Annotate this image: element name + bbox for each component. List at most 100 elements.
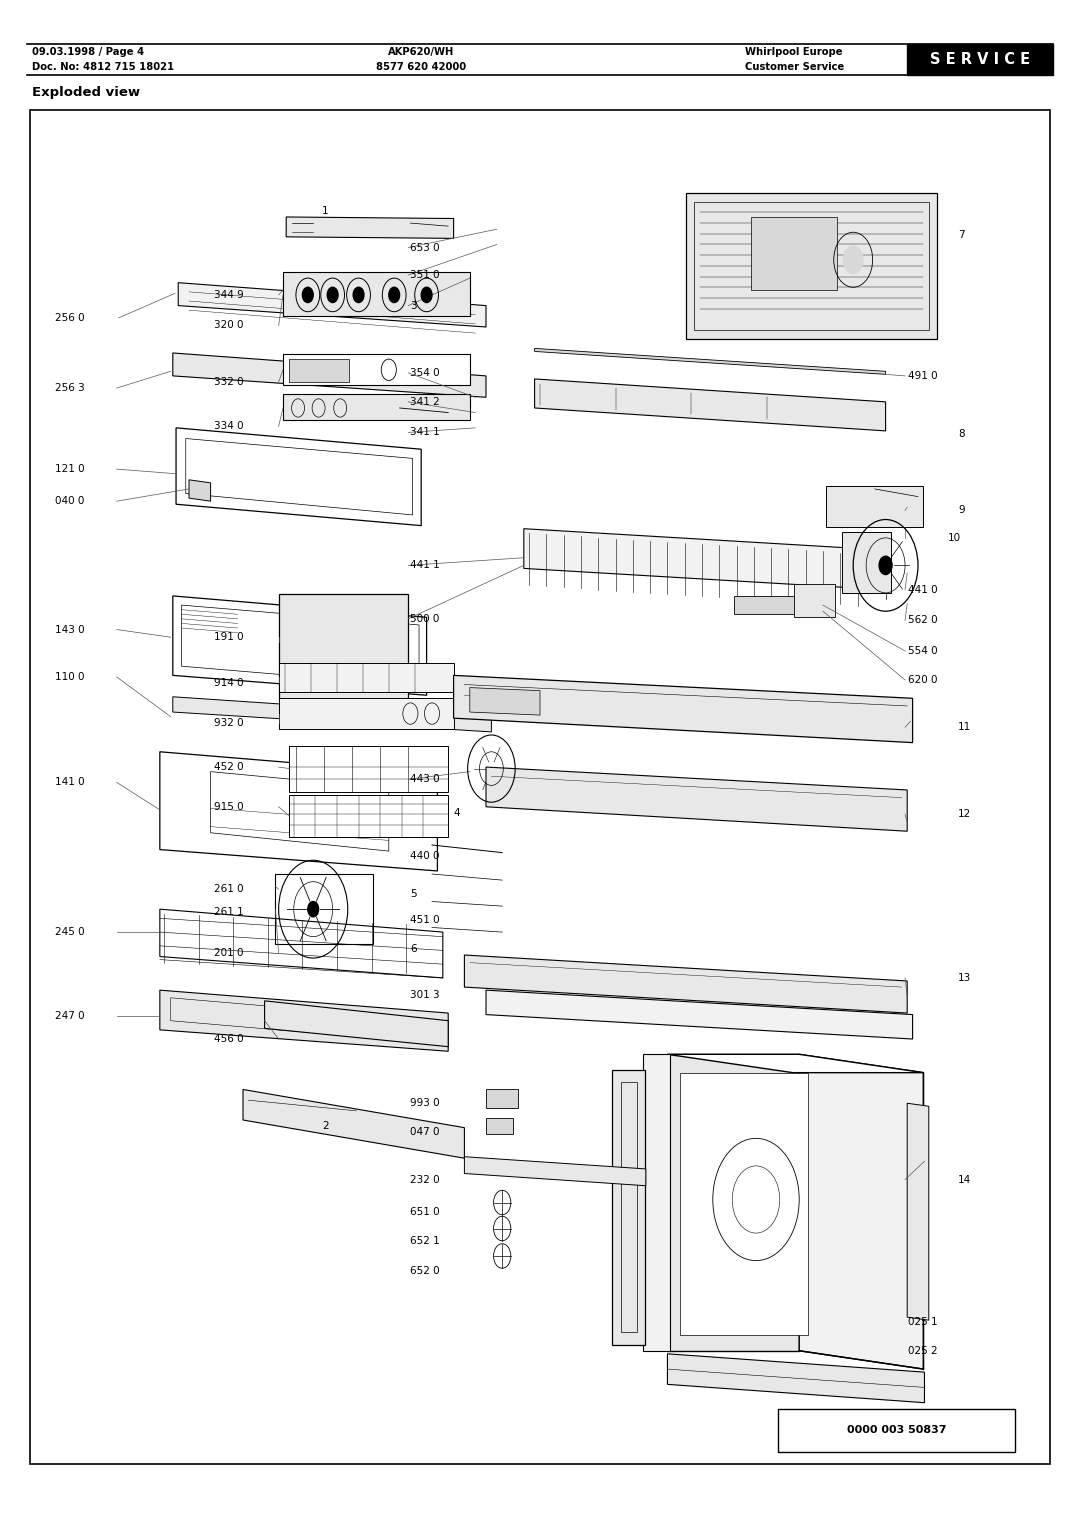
Text: 110 0: 110 0 [55,672,84,681]
Polygon shape [176,428,421,526]
Text: Customer Service: Customer Service [745,63,845,72]
Text: Doc. No: 4812 715 18021: Doc. No: 4812 715 18021 [32,63,175,72]
Text: 1: 1 [322,206,328,215]
Polygon shape [286,217,454,238]
Text: 652 1: 652 1 [410,1236,441,1245]
Text: 441 1: 441 1 [410,561,441,570]
Text: 441 0: 441 0 [908,585,937,594]
Text: 7: 7 [958,231,964,240]
Polygon shape [283,394,470,420]
Text: S E R V I C E: S E R V I C E [930,52,1030,67]
Polygon shape [535,379,886,431]
Text: 653 0: 653 0 [410,243,440,252]
Text: 201 0: 201 0 [214,949,243,958]
Bar [289,359,349,382]
Polygon shape [283,354,470,385]
Text: 121 0: 121 0 [55,465,84,474]
Polygon shape [173,353,486,397]
Circle shape [327,287,338,303]
Text: 2: 2 [322,1122,328,1131]
Text: 451 0: 451 0 [410,915,440,924]
Circle shape [353,287,364,303]
Polygon shape [842,532,891,593]
Text: 261 0: 261 0 [214,885,243,894]
Text: 320 0: 320 0 [214,321,243,330]
Text: 6: 6 [410,944,417,953]
Text: 620 0: 620 0 [908,675,937,685]
Text: 14: 14 [958,1175,971,1184]
Polygon shape [535,348,886,374]
Text: 256 3: 256 3 [55,384,85,393]
Polygon shape [265,1001,448,1047]
Bar [751,217,837,290]
Circle shape [389,287,400,303]
Polygon shape [160,990,448,1051]
Text: 562 0: 562 0 [908,616,937,625]
Bar [486,1118,513,1134]
Polygon shape [464,1157,646,1186]
Circle shape [843,246,863,274]
Text: Whirlpool Europe: Whirlpool Europe [745,47,842,57]
Polygon shape [667,1054,799,1351]
Text: AKP620/WH: AKP620/WH [388,47,455,57]
Text: 245 0: 245 0 [55,927,84,937]
Polygon shape [279,663,454,692]
Bar [30,110,1050,1464]
Polygon shape [643,1054,670,1351]
Text: 191 0: 191 0 [214,633,243,642]
Text: 8577 620 42000: 8577 620 42000 [376,63,467,72]
Circle shape [308,902,319,917]
Polygon shape [289,795,448,837]
Polygon shape [464,955,907,1013]
Polygon shape [667,1054,923,1073]
Polygon shape [160,909,443,978]
Text: 12: 12 [958,810,971,819]
Text: 025 2: 025 2 [908,1346,937,1355]
Bar [794,584,835,617]
Text: 3: 3 [410,301,417,310]
Text: 9: 9 [958,506,964,515]
Polygon shape [680,1073,808,1335]
Polygon shape [189,480,211,501]
Text: 351 0: 351 0 [410,270,440,280]
Text: Exploded view: Exploded view [32,86,140,99]
Text: 10: 10 [948,533,961,542]
Text: 143 0: 143 0 [55,625,84,634]
Bar [778,1409,1015,1452]
Polygon shape [283,272,470,316]
Text: 141 0: 141 0 [55,778,84,787]
Text: 8: 8 [958,429,964,439]
Polygon shape [826,486,923,527]
Text: 440 0: 440 0 [410,851,440,860]
Text: 914 0: 914 0 [214,678,243,688]
Text: 4: 4 [454,808,460,817]
Text: 932 0: 932 0 [214,718,243,727]
Circle shape [302,287,313,303]
Text: 452 0: 452 0 [214,762,243,772]
Text: 341 1: 341 1 [410,428,441,437]
Polygon shape [667,1354,924,1403]
Polygon shape [160,752,437,871]
Polygon shape [289,746,448,792]
Text: 0000 003 50837: 0000 003 50837 [847,1426,946,1435]
Circle shape [421,287,432,303]
Text: 13: 13 [958,973,971,983]
Text: 491 0: 491 0 [908,371,937,380]
Text: 651 0: 651 0 [410,1207,440,1216]
Polygon shape [279,594,408,700]
Text: 456 0: 456 0 [214,1034,243,1044]
Polygon shape [279,698,454,729]
Text: 354 0: 354 0 [410,368,440,377]
Text: 040 0: 040 0 [55,497,84,506]
Polygon shape [178,283,486,327]
Polygon shape [486,990,913,1039]
Text: 993 0: 993 0 [410,1099,440,1108]
Text: 232 0: 232 0 [410,1175,440,1184]
Polygon shape [186,439,413,515]
Polygon shape [454,675,913,743]
Bar [907,43,1053,75]
Polygon shape [524,529,886,590]
Polygon shape [470,688,540,715]
Bar [486,1089,518,1108]
Text: 247 0: 247 0 [55,1012,84,1021]
